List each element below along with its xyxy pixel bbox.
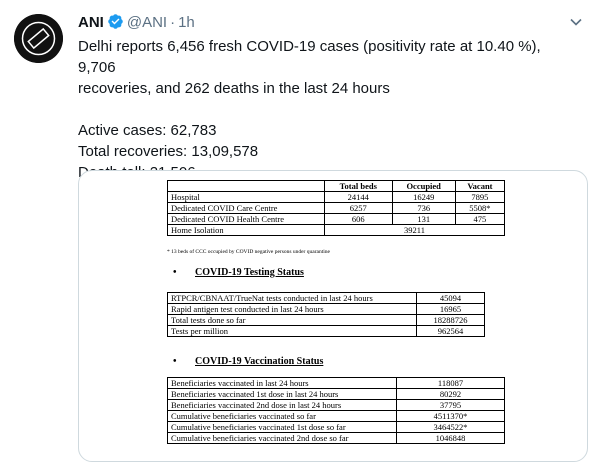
table-cell: RTPCR/CBNAAT/TrueNat tests conducted in … <box>167 292 417 304</box>
table-cell: 39211 <box>324 224 505 236</box>
active-cases: Active cases: 62,783 <box>78 122 217 139</box>
table-row: Beneficiaries vaccinated in last 24 hour… <box>167 377 505 389</box>
table-row: Cumulative beneficiaries vaccinated so f… <box>167 410 505 422</box>
table-header: Occupied <box>391 180 456 192</box>
more-options-button[interactable] <box>568 14 584 35</box>
table-cell: 45094 <box>416 292 485 304</box>
timestamp[interactable]: 1h <box>178 14 195 31</box>
table-header: Total beds <box>324 180 393 192</box>
table-cell: 1046848 <box>396 432 505 444</box>
table-cell: 606 <box>324 213 393 225</box>
table-row: Tests per million 962564 <box>167 325 485 337</box>
testing-status-heading: • COVID-19 Testing Status <box>173 267 304 278</box>
testing-table: RTPCR/CBNAAT/TrueNat tests conducted in … <box>167 292 485 337</box>
table-row: Rapid antigen test conducted in last 24 … <box>167 303 485 315</box>
table-cell: Beneficiaries vaccinated 1st dose in las… <box>167 388 397 400</box>
vaccination-table: Beneficiaries vaccinated in last 24 hour… <box>167 377 505 444</box>
table-cell: Total tests done so far <box>167 314 417 326</box>
tweet-line: recoveries, and 262 deaths in the last 2… <box>78 80 390 97</box>
table-cell: 131 <box>391 213 456 225</box>
table-cell: 962564 <box>416 325 485 337</box>
table-cell: 4511370* <box>396 410 505 422</box>
table-cell: Cumulative beneficiaries vaccinated so f… <box>167 410 397 422</box>
table-row: Cumulative beneficiaries vaccinated 2nd … <box>167 432 505 444</box>
chevron-down-icon <box>570 18 582 26</box>
table-row: RTPCR/CBNAAT/TrueNat tests conducted in … <box>167 292 485 304</box>
total-recoveries: Total recoveries: 13,09,578 <box>78 143 259 160</box>
table-row: Dedicated COVID Health Centre 606 131 47… <box>167 213 506 225</box>
vaccination-status-heading: • COVID-19 Vaccination Status <box>173 356 323 367</box>
table-row: Total beds Occupied Vacant <box>167 180 506 192</box>
verified-badge-icon <box>107 13 124 34</box>
avatar[interactable] <box>14 14 63 63</box>
table-cell: Beneficiaries vaccinated in last 24 hour… <box>167 377 397 389</box>
table-cell: 80292 <box>396 388 505 400</box>
section-title: COVID-19 Testing Status <box>195 267 304 278</box>
table-cell: Cumulative beneficiaries vaccinated 1st … <box>167 421 397 433</box>
bullet: • <box>173 356 177 367</box>
table-header: Vacant <box>454 180 506 192</box>
table-row: Hospital 24144 16249 7895 <box>167 191 506 203</box>
tweet-line: Delhi reports 6,456 fresh COVID-19 cases… <box>78 38 541 76</box>
table-cell: Cumulative beneficiaries vaccinated 2nd … <box>167 432 397 444</box>
table-cell: Dedicated COVID Care Centre <box>167 202 325 214</box>
table-cell: 3464522* <box>396 421 505 433</box>
table-row: Beneficiaries vaccinated 1st dose in las… <box>167 388 505 400</box>
table-cell: 16965 <box>416 303 485 315</box>
table-row: Dedicated COVID Care Centre 6257 736 550… <box>167 202 506 214</box>
table-cell: Tests per million <box>167 325 417 337</box>
table-cell: 6257 <box>324 202 393 214</box>
author-name[interactable]: ANI <box>78 14 104 31</box>
table-cell: 16249 <box>391 191 456 203</box>
table-cell: Rapid antigen test conducted in last 24 … <box>167 303 417 315</box>
table-row: Beneficiaries vaccinated 2nd dose in las… <box>167 399 505 411</box>
section-title: COVID-19 Vaccination Status <box>195 356 324 367</box>
table-cell: 5508* <box>454 202 506 214</box>
table-cell: Home Isolation <box>167 224 325 236</box>
table-cell: 24144 <box>324 191 393 203</box>
table-cell: 18288726 <box>416 314 485 326</box>
table-row: Home Isolation 39211 <box>167 224 505 236</box>
table-cell: 37795 <box>396 399 505 411</box>
table-cell: 118087 <box>396 377 505 389</box>
table-cell: 7895 <box>454 191 506 203</box>
ani-logo-icon <box>14 14 63 63</box>
table-cell: 475 <box>454 213 506 225</box>
table-row: Cumulative beneficiaries vaccinated 1st … <box>167 421 505 433</box>
separator-dot: · <box>170 14 176 31</box>
table-row: Total tests done so far 18288726 <box>167 314 485 326</box>
table-cell: Dedicated COVID Health Centre <box>167 213 325 225</box>
table-header <box>167 180 325 192</box>
table-cell: 736 <box>391 202 456 214</box>
tweet-header: ANI @ANI · 1h <box>78 13 195 34</box>
bullet: • <box>173 267 177 278</box>
author-handle[interactable]: @ANI <box>126 14 168 31</box>
table-cell: Hospital <box>167 191 325 203</box>
tweet-text: Delhi reports 6,456 fresh COVID-19 cases… <box>78 36 578 183</box>
tweet-image[interactable]: Total beds Occupied Vacant Hospital 2414… <box>78 170 588 462</box>
footnote: * 13 beds of CCC occupied by COVID negat… <box>167 249 330 255</box>
table-cell: Beneficiaries vaccinated 2nd dose in las… <box>167 399 397 411</box>
beds-table: Total beds Occupied Vacant Hospital 2414… <box>167 180 506 236</box>
